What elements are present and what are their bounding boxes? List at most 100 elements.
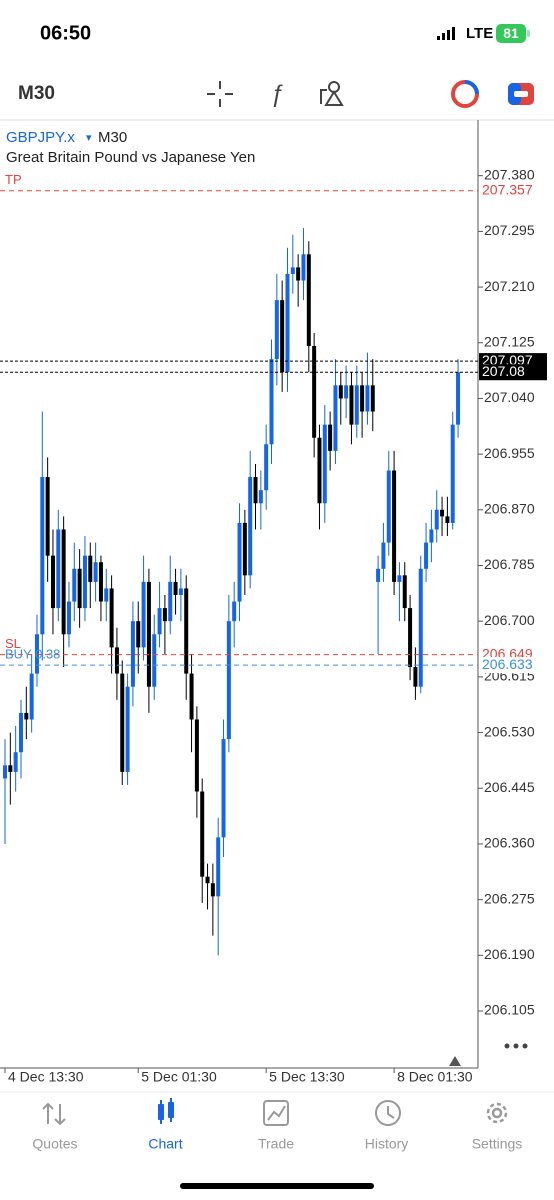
tab-label[interactable]: Trade <box>258 1136 294 1152</box>
candle-body <box>450 424 455 523</box>
candle-body <box>72 568 77 602</box>
candle-body <box>301 254 306 281</box>
y-tick-label: 207.040 <box>484 389 535 405</box>
candle-body <box>98 562 103 602</box>
candle-body <box>130 621 135 687</box>
x-tick-label: 5 Dec 13:30 <box>269 1069 345 1085</box>
home-indicator <box>180 1183 374 1189</box>
tab-label[interactable]: Quotes <box>32 1136 77 1152</box>
battery-icon <box>496 24 526 43</box>
candle-body <box>88 555 93 582</box>
candle-body <box>114 647 119 674</box>
objects-button[interactable] <box>320 81 344 106</box>
more-button[interactable] <box>504 1043 528 1049</box>
candle-body <box>269 359 274 445</box>
candle-body <box>45 477 50 556</box>
candle-body <box>354 385 359 425</box>
signal-icon <box>437 27 455 40</box>
candle-body <box>34 634 39 674</box>
candle-body <box>194 719 199 792</box>
candle-body <box>456 372 461 425</box>
candle-body <box>434 509 439 530</box>
candle-body <box>408 608 413 668</box>
candle-body <box>296 267 301 281</box>
candle-body <box>258 490 263 504</box>
level-price: 207.357 <box>482 181 533 197</box>
y-tick-label: 206.955 <box>484 445 535 461</box>
candle-body <box>242 522 247 576</box>
candle-body <box>29 673 34 720</box>
candle-body <box>322 424 327 504</box>
candle-body <box>13 752 18 772</box>
candle-body <box>210 883 215 897</box>
tab-bar: Quotes Chart Trade History Settings <box>32 1136 522 1152</box>
tab-label[interactable]: Settings <box>472 1136 523 1152</box>
candle-body <box>386 470 391 543</box>
candle-body <box>424 542 429 569</box>
x-tick-label: 5 Dec 01:30 <box>141 1069 217 1085</box>
x-tick-label: 4 Dec 13:30 <box>8 1069 84 1085</box>
candle-body <box>397 575 402 582</box>
level-name: SL <box>5 636 21 651</box>
candle-body <box>413 667 418 687</box>
candle-body <box>306 254 311 347</box>
candle-body <box>56 529 61 609</box>
settings-icon <box>486 1102 508 1124</box>
candle-body <box>168 581 173 622</box>
candle-body <box>232 601 237 622</box>
candle-body <box>226 621 231 740</box>
candle-body <box>77 568 82 609</box>
level-name: TP <box>5 172 22 187</box>
chart-subtitle: Great Britain Pound vs Japanese Yen <box>6 149 255 166</box>
symbol-arrow[interactable]: ▾ <box>86 132 92 144</box>
y-tick-label: 206.700 <box>484 612 535 628</box>
y-tick-label: 206.275 <box>484 890 535 906</box>
candle-body <box>18 712 23 753</box>
battery-level: 81 <box>503 25 519 41</box>
y-tick-label: 206.785 <box>484 556 535 572</box>
candle-body <box>8 765 13 772</box>
tab-label[interactable]: History <box>365 1136 409 1152</box>
y-tick-label: 207.125 <box>484 333 535 349</box>
candle-body <box>317 437 322 504</box>
candle-body <box>370 385 375 412</box>
candle-body <box>216 837 221 897</box>
candle-body <box>66 601 71 635</box>
candle-body <box>157 608 162 635</box>
history-icon <box>375 1100 401 1126</box>
chart-timeframe: M30 <box>98 129 127 146</box>
candle-body <box>184 588 189 674</box>
tab-label[interactable]: Chart <box>148 1136 182 1152</box>
trade-icon <box>263 1100 289 1126</box>
candle-body <box>178 588 183 595</box>
chart-symbol[interactable]: GBPJPY.x <box>6 129 75 146</box>
one-click-button[interactable] <box>451 80 479 108</box>
price-bg <box>479 657 547 674</box>
candle-body <box>429 529 434 543</box>
candle-body <box>360 385 365 412</box>
level-price: 207.097 <box>482 352 533 368</box>
candle-body <box>253 477 258 504</box>
timeframe-button[interactable]: M30 <box>18 83 55 104</box>
candle-body <box>365 385 370 412</box>
candle-body <box>402 575 407 609</box>
y-tick-label: 206.360 <box>484 835 535 851</box>
candle-body <box>392 470 397 582</box>
candle-body <box>82 555 87 609</box>
indicators-button[interactable]: ƒ <box>270 80 283 107</box>
level-price: 207.08 <box>482 363 525 379</box>
candle-body <box>61 529 66 635</box>
candle-body <box>349 385 354 425</box>
battery-tip <box>527 30 530 37</box>
trade-button[interactable] <box>508 83 534 105</box>
candle-body <box>205 876 210 884</box>
candle-body <box>189 673 194 720</box>
candle-body <box>173 581 178 595</box>
crosshair-button[interactable] <box>207 81 233 107</box>
quotes-icon <box>42 1102 66 1126</box>
y-tick-label: 207.380 <box>484 166 535 182</box>
y-tick-label: 207.210 <box>484 278 535 294</box>
candle-body <box>440 509 445 517</box>
candle-body <box>120 673 125 772</box>
candle-body <box>280 300 285 373</box>
